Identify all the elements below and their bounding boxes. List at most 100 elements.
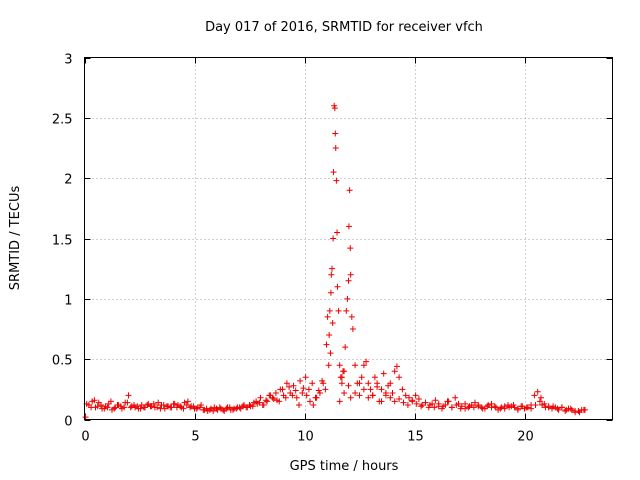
- data-point: [307, 398, 313, 405]
- data-point: [400, 399, 407, 406]
- x-tick-label: 15: [407, 430, 424, 445]
- data-point: [266, 392, 273, 399]
- data-point: [236, 404, 243, 411]
- data-point: [369, 392, 376, 399]
- data-point: [545, 404, 552, 411]
- data-point: [127, 404, 134, 411]
- data-point: [131, 402, 137, 409]
- data-point: [134, 403, 141, 410]
- data-point: [457, 405, 464, 412]
- y-tick-label: 0: [64, 415, 72, 430]
- data-point: [335, 307, 342, 314]
- data-point: [409, 397, 416, 404]
- data-point: [498, 404, 505, 411]
- data-point: [391, 398, 398, 405]
- data-point: [346, 187, 353, 194]
- data-point: [435, 400, 442, 407]
- data-point: [328, 271, 335, 278]
- data-point: [360, 362, 367, 369]
- x-axis-label: GPS time / hours: [290, 459, 399, 474]
- data-point: [506, 404, 513, 411]
- data-point: [315, 387, 322, 394]
- data-point: [365, 380, 372, 387]
- data-point: [150, 400, 157, 407]
- data-point: [452, 394, 459, 401]
- data-point: [342, 344, 349, 351]
- data-point: [263, 397, 269, 404]
- data-point: [352, 362, 359, 369]
- data-point: [326, 307, 333, 314]
- data-point: [348, 313, 355, 320]
- x-tick-label: 10: [297, 430, 314, 445]
- data-point: [523, 404, 530, 411]
- data-point: [391, 368, 398, 375]
- data-point: [327, 289, 334, 296]
- data-point: [534, 388, 541, 395]
- data-point: [334, 283, 341, 290]
- data-point: [325, 362, 332, 369]
- data-point: [371, 374, 378, 381]
- data-point: [312, 394, 319, 401]
- data-point: [269, 394, 276, 401]
- data-point: [270, 395, 277, 402]
- data-point: [104, 404, 111, 411]
- data-point: [431, 404, 438, 411]
- data-point: [349, 326, 356, 332]
- data-point: [472, 399, 478, 406]
- data-point: [256, 399, 263, 406]
- data-point: [332, 130, 339, 137]
- data-point: [91, 397, 98, 404]
- data-point: [324, 313, 331, 320]
- data-point: [331, 105, 338, 112]
- data-point: [378, 386, 385, 393]
- data-point: [374, 383, 381, 390]
- y-tick-label: 2.5: [52, 113, 73, 128]
- data-point: [309, 380, 316, 387]
- data-point: [289, 392, 296, 399]
- data-point: [216, 404, 223, 411]
- data-point: [341, 389, 348, 396]
- data-point: [259, 402, 266, 409]
- data-point: [88, 404, 95, 411]
- data-point: [213, 405, 220, 412]
- data-point: [137, 405, 144, 412]
- data-point: [580, 406, 587, 413]
- data-point: [444, 398, 451, 405]
- data-point: [180, 405, 187, 412]
- data-point: [440, 403, 447, 410]
- data-point: [528, 405, 535, 412]
- data-point: [290, 382, 297, 389]
- data-point: [567, 405, 574, 412]
- data-point: [124, 399, 131, 406]
- data-point: [344, 295, 351, 302]
- data-points: [82, 102, 588, 421]
- data-point: [330, 169, 337, 176]
- data-point: [426, 402, 433, 409]
- data-point: [336, 362, 343, 369]
- data-point: [404, 402, 411, 409]
- data-point: [462, 400, 469, 407]
- y-tick-label: 0.5: [52, 354, 73, 369]
- data-point: [94, 403, 101, 410]
- data-point: [484, 403, 491, 410]
- data-point: [345, 277, 352, 284]
- data-point: [532, 402, 539, 409]
- data-point: [253, 398, 260, 405]
- data-point: [402, 392, 409, 399]
- data-point: [365, 394, 372, 401]
- data-point: [412, 392, 419, 399]
- y-tick-label: 3: [64, 53, 72, 68]
- data-point: [501, 403, 508, 410]
- data-point: [299, 389, 306, 396]
- data-point: [550, 403, 557, 410]
- data-point: [206, 406, 213, 413]
- data-point: [519, 403, 526, 410]
- plot-frame: [84, 57, 613, 420]
- data-point: [187, 404, 194, 411]
- data-point: [246, 402, 253, 409]
- data-point: [157, 405, 164, 412]
- gridlines: [84, 57, 613, 420]
- data-point: [257, 394, 264, 401]
- data-point: [497, 405, 504, 412]
- data-point: [470, 404, 477, 411]
